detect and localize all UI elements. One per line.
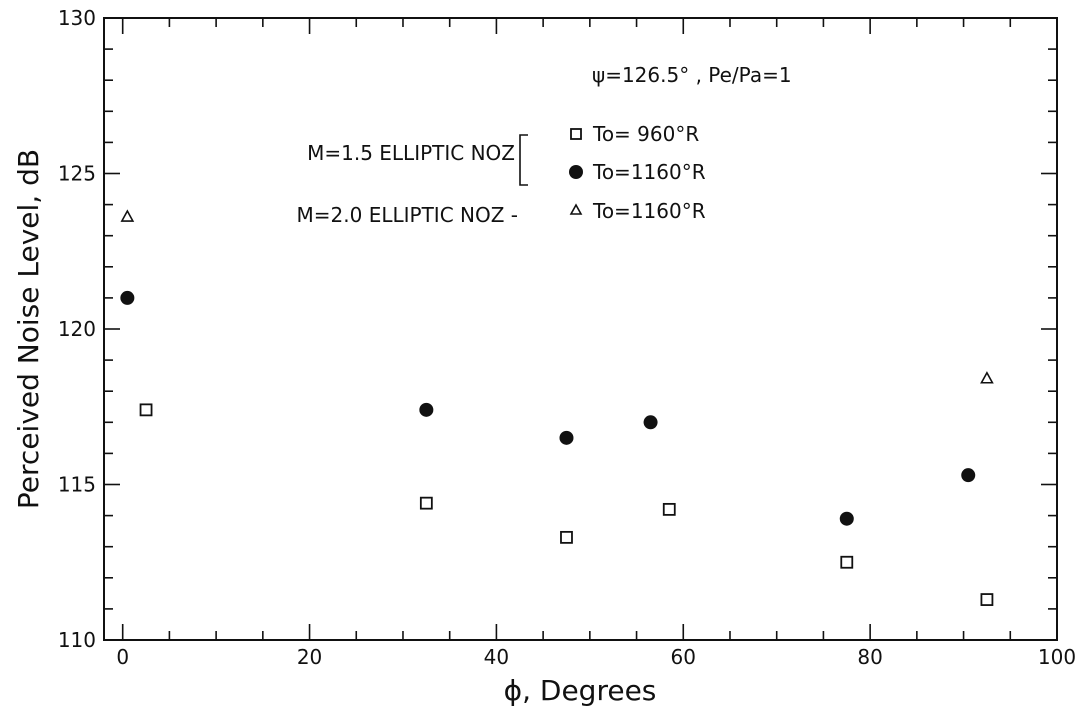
condition-annotation: ψ=126.5° , Pe/Pa=1	[592, 63, 792, 87]
y-tick-label-120: 120	[58, 317, 96, 341]
y-axis-label: Perceived Noise Level, dB	[12, 149, 45, 509]
data-point-circle-filled-2	[559, 430, 574, 445]
y-tick-label-115: 115	[58, 473, 96, 497]
legend: M=1.5 ELLIPTIC NOZ M=2.0 ELLIPTIC NOZ - …	[297, 122, 706, 227]
tick-labels: 0 20 40 60 80 100 110 115 120 125 130	[58, 6, 1075, 669]
data-point-circle-filled-5	[961, 468, 976, 483]
legend-group-label-m15: M=1.5 ELLIPTIC NOZ	[307, 141, 515, 165]
data-point-square-open-0	[139, 403, 153, 417]
data-point-triangle-open-0	[120, 209, 135, 222]
x-axis-label: ϕ, Degrees	[504, 674, 657, 707]
y-tick-label-125: 125	[58, 162, 96, 186]
data-points	[120, 209, 994, 606]
legend-marker-circle	[569, 165, 583, 179]
legend-group-label-m20: M=2.0 ELLIPTIC NOZ -	[297, 203, 518, 227]
legend-marker-triangle	[569, 203, 583, 215]
data-point-square-open-5	[980, 593, 994, 606]
data-point-circle-filled-1	[419, 402, 434, 417]
x-tick-label-0: 0	[116, 645, 129, 669]
data-point-circle-filled-4	[839, 511, 854, 526]
x-tick-label-100: 100	[1038, 645, 1075, 669]
y-tick-label-130: 130	[58, 6, 96, 30]
legend-marker-square	[570, 128, 582, 140]
data-point-square-open-1	[419, 496, 433, 510]
y-tick-label-110: 110	[58, 628, 96, 652]
x-tick-label-60: 60	[671, 645, 696, 669]
legend-entry-label-0: To= 960°R	[592, 122, 699, 146]
data-point-square-open-3	[662, 502, 676, 516]
data-point-square-open-4	[840, 555, 854, 569]
legend-entry-label-1: To=1160°R	[592, 160, 706, 184]
x-tick-label-80: 80	[857, 645, 882, 669]
data-point-triangle-open-1	[980, 371, 994, 384]
data-point-circle-filled-0	[120, 290, 135, 305]
data-point-circle-filled-3	[643, 415, 658, 430]
x-tick-label-40: 40	[484, 645, 509, 669]
legend-bracket	[519, 134, 528, 186]
ticks	[104, 17, 1058, 641]
plot-frame	[103, 17, 1058, 641]
data-point-square-open-2	[560, 530, 573, 544]
legend-entry-label-2: To=1160°R	[592, 199, 706, 223]
x-tick-label-20: 20	[297, 645, 322, 669]
